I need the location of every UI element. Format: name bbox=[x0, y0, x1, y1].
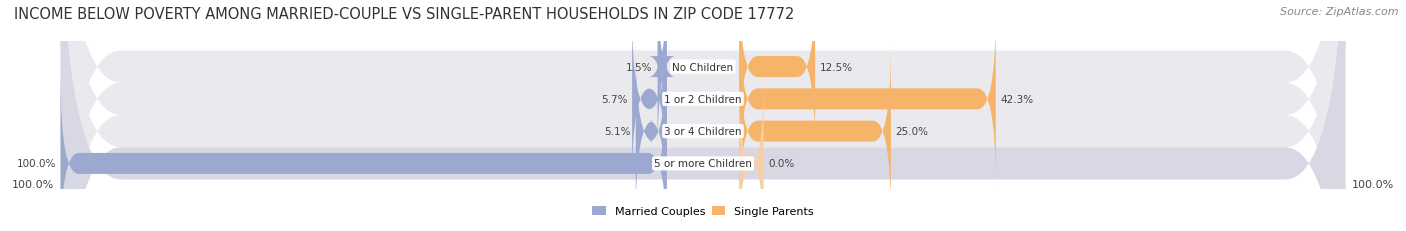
Text: 42.3%: 42.3% bbox=[1001, 94, 1033, 104]
Text: 12.5%: 12.5% bbox=[820, 62, 853, 72]
FancyBboxPatch shape bbox=[633, 13, 666, 185]
FancyBboxPatch shape bbox=[60, 0, 1346, 231]
Text: 100.0%: 100.0% bbox=[13, 179, 55, 189]
FancyBboxPatch shape bbox=[60, 0, 1346, 231]
FancyBboxPatch shape bbox=[636, 46, 666, 218]
Text: 100.0%: 100.0% bbox=[1351, 179, 1393, 189]
Text: 5.7%: 5.7% bbox=[600, 94, 627, 104]
FancyBboxPatch shape bbox=[648, 0, 676, 153]
Text: 0.0%: 0.0% bbox=[769, 159, 794, 169]
Text: Source: ZipAtlas.com: Source: ZipAtlas.com bbox=[1281, 7, 1399, 17]
FancyBboxPatch shape bbox=[740, 78, 763, 231]
FancyBboxPatch shape bbox=[60, 0, 1346, 231]
FancyBboxPatch shape bbox=[60, 78, 666, 231]
FancyBboxPatch shape bbox=[740, 46, 891, 218]
Text: 25.0%: 25.0% bbox=[896, 127, 929, 137]
Text: No Children: No Children bbox=[672, 62, 734, 72]
Text: 3 or 4 Children: 3 or 4 Children bbox=[664, 127, 742, 137]
Text: 5.1%: 5.1% bbox=[605, 127, 631, 137]
Text: 1.5%: 1.5% bbox=[626, 62, 652, 72]
Text: 5 or more Children: 5 or more Children bbox=[654, 159, 752, 169]
FancyBboxPatch shape bbox=[60, 0, 1346, 231]
FancyBboxPatch shape bbox=[740, 0, 815, 153]
Text: 1 or 2 Children: 1 or 2 Children bbox=[664, 94, 742, 104]
FancyBboxPatch shape bbox=[740, 13, 995, 185]
Text: INCOME BELOW POVERTY AMONG MARRIED-COUPLE VS SINGLE-PARENT HOUSEHOLDS IN ZIP COD: INCOME BELOW POVERTY AMONG MARRIED-COUPL… bbox=[14, 7, 794, 22]
Legend: Married Couples, Single Parents: Married Couples, Single Parents bbox=[592, 206, 814, 216]
Text: 100.0%: 100.0% bbox=[17, 159, 56, 169]
